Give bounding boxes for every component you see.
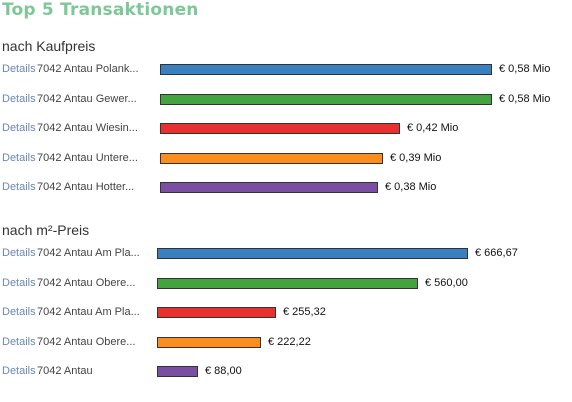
transaction-row: Details 7042 Antau € 88,00 [0,362,572,382]
value-label: € 255,32 [283,306,326,318]
details-link[interactable]: Details [2,181,36,193]
details-link[interactable]: Details [2,306,36,318]
details-link[interactable]: Details [2,277,36,289]
details-link[interactable]: Details [2,63,36,75]
value-bar [157,278,418,289]
transaction-row: Details 7042 Antau Am Pla... € 255,32 [0,303,572,323]
value-label: € 222,22 [268,336,311,348]
location-label: 7042 Antau Wiesin... [37,122,138,134]
location-label: 7042 Antau Obere... [37,277,136,289]
details-link[interactable]: Details [2,365,36,377]
value-label: € 88,00 [205,365,242,377]
location-label: 7042 Antau Hotter... [37,181,135,193]
details-link[interactable]: Details [2,247,36,259]
value-label: € 0,38 Mio [385,181,437,193]
transaction-row: Details 7042 Antau Obere... € 560,00 [0,274,572,294]
location-label: 7042 Antau Am Pla... [37,306,140,318]
value-label: € 666,67 [475,247,518,259]
location-label: 7042 Antau Untere... [37,152,138,164]
value-bar [157,307,276,318]
value-label: € 0,58 Mio [499,93,551,105]
page-title: Top 5 Transaktionen [2,0,199,20]
value-label: € 0,42 Mio [407,122,459,134]
section-heading-kaufpreis: nach Kaufpreis [2,38,96,54]
value-bar [160,153,383,164]
value-bar [160,123,400,134]
details-link[interactable]: Details [2,93,36,105]
location-label: 7042 Antau Gewer... [37,93,137,105]
transaction-row: Details 7042 Antau Polank... € 0,58 Mio [0,60,572,80]
transaction-row: Details 7042 Antau Obere... € 222,22 [0,333,572,353]
value-bar [160,64,492,75]
details-link[interactable]: Details [2,122,36,134]
value-bar [157,248,468,259]
value-bar [160,182,378,193]
value-label: € 0,58 Mio [499,63,551,75]
transaction-row: Details 7042 Antau Hotter... € 0,38 Mio [0,178,572,198]
transaction-row: Details 7042 Antau Am Pla... € 666,67 [0,244,572,264]
transaction-row: Details 7042 Antau Untere... € 0,39 Mio [0,149,572,169]
transaction-row: Details 7042 Antau Wiesin... € 0,42 Mio [0,119,572,139]
value-label: € 0,39 Mio [390,152,442,164]
value-bar [157,366,198,377]
location-label: 7042 Antau Polank... [37,63,139,75]
value-label: € 560,00 [425,277,468,289]
location-label: 7042 Antau Obere... [37,336,136,348]
details-link[interactable]: Details [2,152,36,164]
value-bar [157,337,261,348]
details-link[interactable]: Details [2,336,36,348]
section-heading-m2-preis: nach m²-Preis [2,222,90,238]
location-label: 7042 Antau Am Pla... [37,247,140,259]
transaction-row: Details 7042 Antau Gewer... € 0,58 Mio [0,90,572,110]
location-label: 7042 Antau [37,365,93,377]
value-bar [160,94,492,105]
